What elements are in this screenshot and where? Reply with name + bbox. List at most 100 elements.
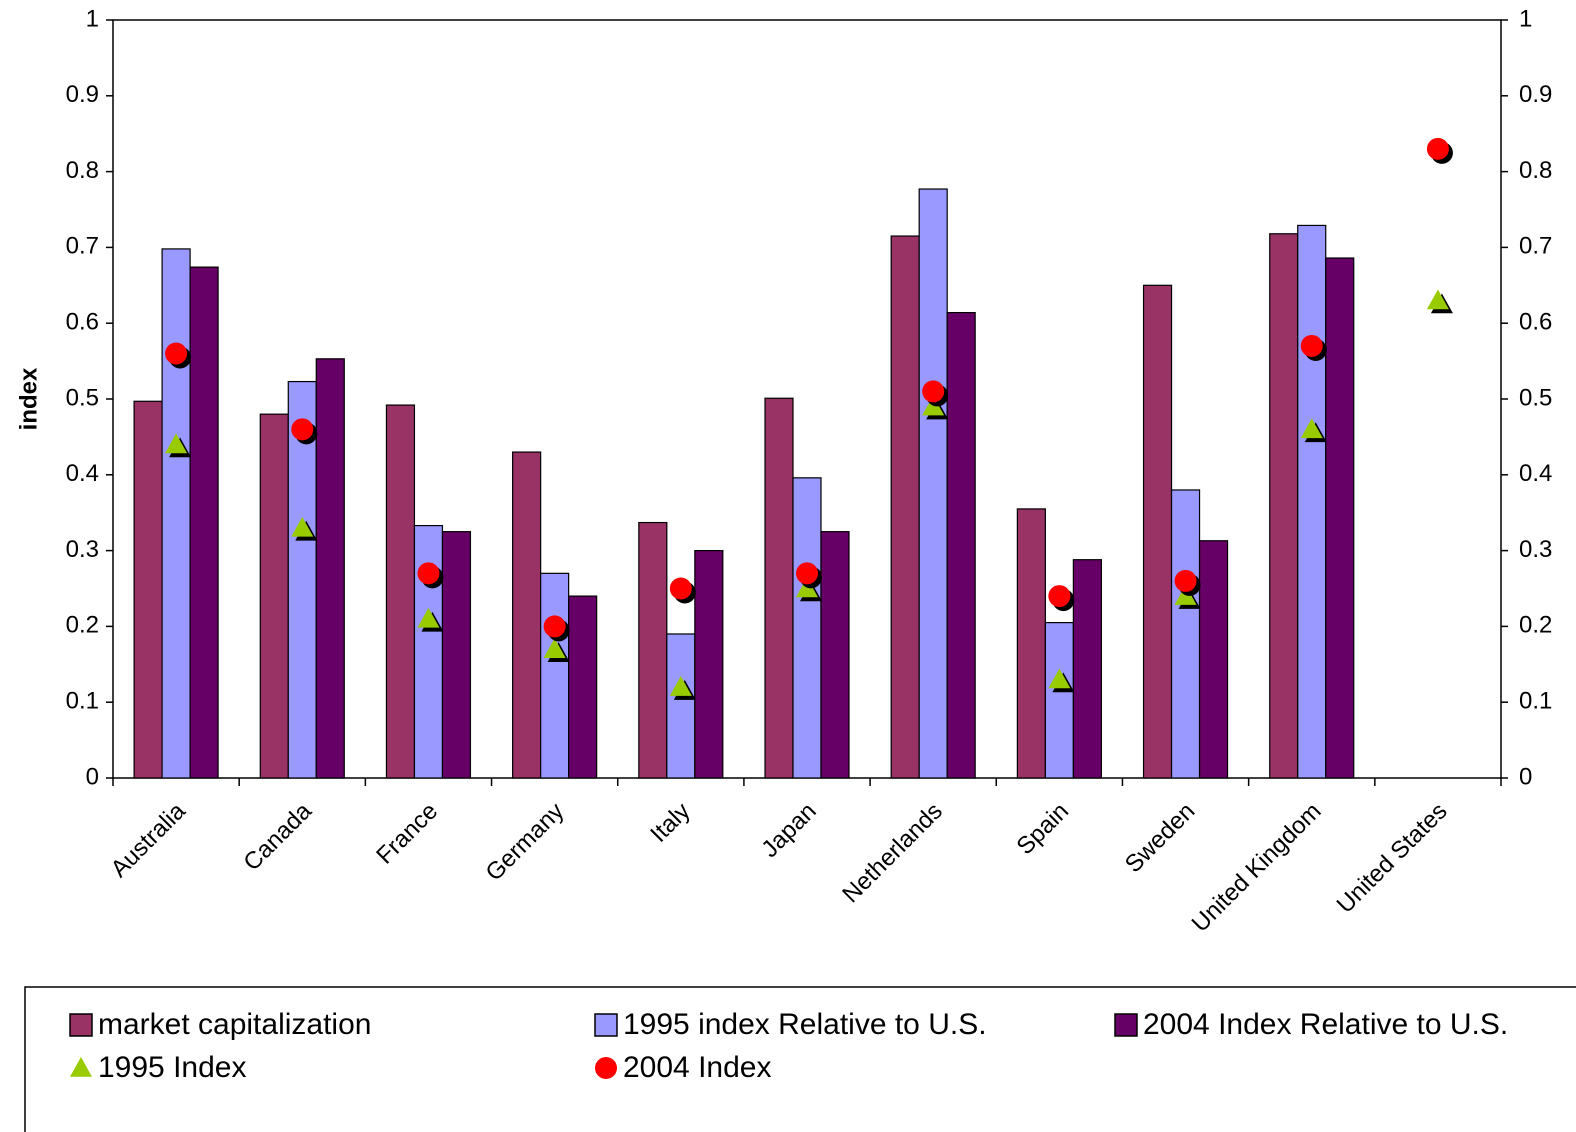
marker (291, 516, 318, 541)
marker (417, 607, 444, 632)
legend-label: 1995 index Relative to U.S. (623, 1008, 987, 1041)
bar (1142, 284, 1173, 779)
bar (890, 235, 920, 779)
y2-tick-label: 0.1 (1519, 688, 1552, 715)
x-tick-label: Canada (238, 797, 317, 876)
y-tick-label: 0 (86, 763, 99, 790)
x-tick-label: United States (1332, 798, 1453, 919)
legend-swatch (595, 1057, 617, 1079)
x-tick-label: United Kingdom (1187, 798, 1327, 938)
marker-shape (1426, 137, 1449, 160)
legend-swatch (70, 1057, 92, 1077)
x-tick-label: Australia (106, 797, 192, 883)
y2-tick-label: 0.2 (1519, 612, 1552, 639)
y2-tick-label: 0 (1519, 763, 1532, 790)
marker (1300, 418, 1327, 443)
bar (441, 531, 472, 779)
marker (1300, 334, 1327, 361)
marker (165, 433, 192, 458)
y2-tick-label: 0.9 (1519, 81, 1552, 108)
bar (666, 633, 696, 779)
x-tick-label: Spain (1012, 798, 1075, 861)
bar (792, 477, 822, 779)
bar (946, 311, 976, 779)
y-tick-label: 0.6 (66, 309, 99, 336)
marker-shape (1048, 585, 1071, 608)
y2-tick-label: 0.8 (1519, 157, 1552, 184)
marker (922, 380, 949, 407)
marker (1048, 668, 1075, 693)
bar (1044, 622, 1074, 779)
y-tick-label: 0.1 (66, 688, 99, 715)
legend-swatch (594, 1013, 618, 1037)
bar (1325, 257, 1355, 779)
bar (540, 572, 570, 779)
bar (1269, 233, 1299, 779)
y2-tick-label: 0.6 (1519, 309, 1552, 336)
marker (1426, 289, 1453, 314)
y-tick-label: 0.9 (66, 81, 99, 108)
y-tick-label: 0.3 (66, 536, 99, 563)
legend-swatch (1114, 1013, 1138, 1037)
y-tick-label: 0.5 (66, 384, 99, 411)
x-tick-label: Germany (480, 798, 569, 887)
y-axis-label: index (15, 367, 42, 430)
bar (161, 248, 191, 779)
legend-label: 1995 Index (98, 1051, 246, 1084)
bar (638, 521, 668, 779)
legend (24, 986, 1576, 1132)
marker-shape (1174, 569, 1197, 592)
y2-tick-label: 1 (1519, 5, 1532, 32)
bar (694, 549, 724, 779)
bar (1297, 224, 1327, 779)
bar (287, 380, 317, 779)
marker (669, 676, 696, 700)
marker (669, 577, 696, 604)
bar (189, 266, 219, 779)
x-tick-label: Netherlands (837, 798, 948, 909)
bar (385, 404, 416, 779)
marker-shape (165, 433, 188, 454)
y2-tick-label: 0.7 (1519, 233, 1552, 260)
y-tick-label: 1 (86, 5, 99, 32)
marker (1048, 585, 1075, 612)
marker-shape (165, 342, 188, 365)
marker-shape (417, 562, 440, 585)
marker (1426, 137, 1453, 164)
bar (1016, 508, 1046, 779)
y2-tick-label: 0.3 (1519, 536, 1552, 563)
bar (259, 413, 289, 779)
bar (1170, 489, 1201, 779)
marker (417, 562, 444, 589)
marker (165, 342, 192, 369)
marker (291, 418, 318, 445)
x-tick-label: Sweden (1120, 798, 1200, 878)
marker (796, 562, 822, 589)
bar (512, 451, 542, 779)
marker-shape (1426, 289, 1449, 310)
marker (1174, 569, 1201, 596)
legend-label: 2004 Index Relative to U.S. (1143, 1008, 1508, 1041)
legend-swatch (69, 1013, 93, 1037)
legend-label: market capitalization (98, 1008, 371, 1041)
bar (133, 400, 163, 779)
y2-tick-label: 0.4 (1519, 460, 1552, 487)
marker (543, 638, 570, 662)
marker-shape (417, 607, 440, 628)
bar (764, 397, 794, 779)
bar (1072, 559, 1102, 779)
y-tick-label: 0.8 (66, 157, 99, 184)
marker-shape (1300, 334, 1323, 357)
marker-shape (543, 638, 566, 658)
x-tick-label: Japan (756, 798, 821, 863)
marker-shape (543, 615, 566, 638)
bar (820, 531, 850, 779)
marker-shape (922, 380, 945, 403)
bar (315, 358, 345, 779)
bar (1198, 540, 1229, 779)
marker (543, 615, 570, 642)
marker-shape (1300, 418, 1323, 439)
marker-shape (291, 516, 314, 537)
x-tick-label: France (371, 798, 443, 870)
